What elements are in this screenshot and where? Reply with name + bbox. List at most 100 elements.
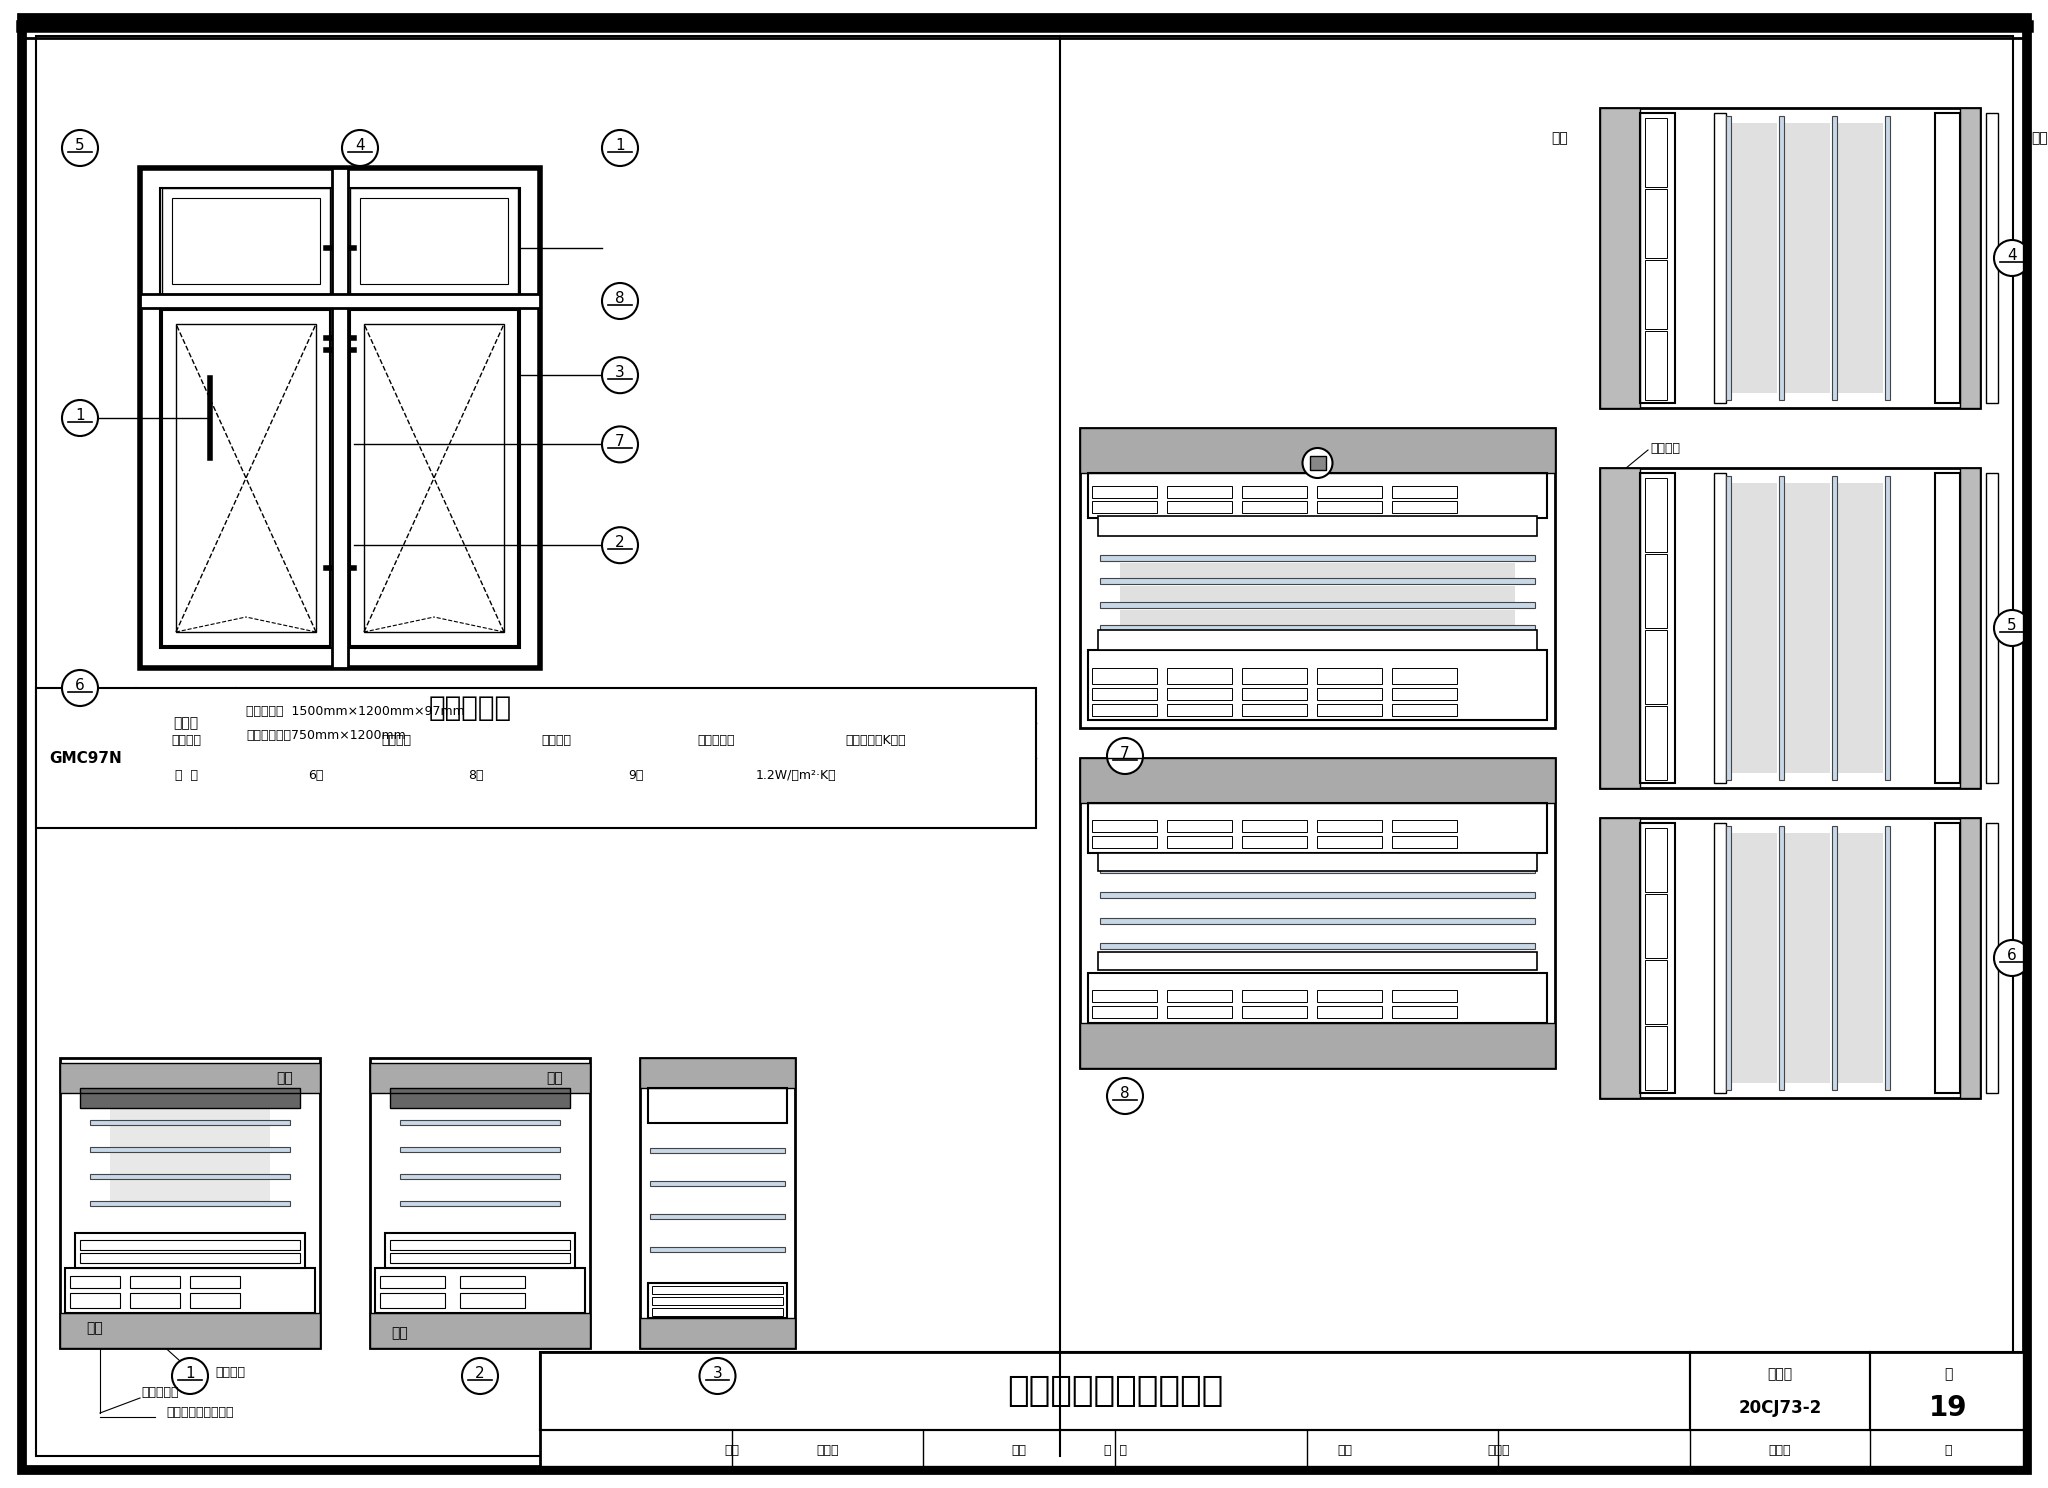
Bar xyxy=(1393,668,1456,684)
Bar xyxy=(1167,501,1233,513)
Text: 1: 1 xyxy=(184,1366,195,1381)
Bar xyxy=(1120,610,1516,625)
Bar xyxy=(1645,189,1667,257)
Bar xyxy=(371,1312,590,1348)
Bar xyxy=(1731,484,1778,772)
Bar xyxy=(1599,469,1640,789)
Bar xyxy=(399,1147,559,1152)
Text: 1: 1 xyxy=(614,137,625,152)
Bar xyxy=(1645,629,1667,704)
Bar xyxy=(1645,827,1667,891)
Bar xyxy=(1317,704,1382,716)
Text: 图集号: 图集号 xyxy=(1769,1443,1792,1457)
Bar xyxy=(1960,818,1980,1098)
Bar xyxy=(1087,473,1546,518)
Bar xyxy=(1731,833,1778,1083)
Text: 6级: 6级 xyxy=(309,769,324,783)
Circle shape xyxy=(602,427,639,463)
Bar xyxy=(80,1088,299,1109)
Bar xyxy=(371,1062,590,1094)
Circle shape xyxy=(700,1359,735,1394)
Text: 校对: 校对 xyxy=(1012,1443,1026,1457)
Bar xyxy=(1726,826,1731,1091)
Bar xyxy=(641,1058,795,1088)
Bar xyxy=(129,1277,180,1289)
Bar xyxy=(1640,473,1675,783)
Bar xyxy=(641,1058,795,1088)
Bar xyxy=(172,198,319,284)
Text: 保温性能（K值）: 保温性能（K值） xyxy=(846,734,907,747)
Text: 8: 8 xyxy=(1120,1086,1130,1101)
Bar xyxy=(1092,990,1157,1001)
Bar xyxy=(1092,1006,1157,1018)
Bar xyxy=(1092,687,1157,699)
Text: 活动扇尺寸：750mm×1200mm: 活动扇尺寸：750mm×1200mm xyxy=(246,729,406,741)
Bar xyxy=(1241,820,1307,832)
Bar xyxy=(647,1088,786,1123)
Bar xyxy=(651,1286,782,1295)
Circle shape xyxy=(1303,448,1333,478)
Bar xyxy=(1884,116,1890,400)
Bar xyxy=(160,187,520,647)
Bar xyxy=(389,1240,569,1250)
Text: 四玻内开下悬窗节点图: 四玻内开下悬窗节点图 xyxy=(1008,1373,1223,1408)
Bar xyxy=(1393,687,1456,699)
Bar xyxy=(647,1283,786,1318)
Bar xyxy=(1079,429,1554,473)
Bar xyxy=(1098,516,1536,536)
Text: 2: 2 xyxy=(475,1366,485,1381)
Bar xyxy=(1167,990,1233,1001)
Text: 20CJ73-2: 20CJ73-2 xyxy=(1739,1399,1821,1417)
Bar xyxy=(1092,487,1157,498)
Bar xyxy=(1960,818,1980,1098)
Bar xyxy=(1784,124,1831,393)
Bar xyxy=(1599,109,1640,408)
Bar xyxy=(1987,823,1999,1094)
Bar xyxy=(1100,555,1536,561)
Bar xyxy=(461,1277,524,1289)
Bar xyxy=(162,187,330,295)
Bar xyxy=(1645,960,1667,1024)
Bar xyxy=(139,295,541,308)
Circle shape xyxy=(61,400,98,436)
Text: 5: 5 xyxy=(76,137,84,152)
Bar xyxy=(350,187,518,295)
Bar xyxy=(399,1174,559,1178)
Bar xyxy=(1935,473,1960,783)
Bar xyxy=(90,1147,291,1152)
Bar xyxy=(1393,990,1456,1001)
Text: 页: 页 xyxy=(1944,1367,1952,1381)
Text: GMC97N: GMC97N xyxy=(49,750,123,765)
Text: 9级: 9级 xyxy=(629,769,643,783)
Circle shape xyxy=(61,670,98,705)
Text: 6: 6 xyxy=(76,677,84,692)
Bar xyxy=(332,168,348,668)
Bar xyxy=(1100,893,1536,899)
Circle shape xyxy=(463,1359,498,1394)
Bar xyxy=(1092,668,1157,684)
Circle shape xyxy=(602,527,639,562)
Bar xyxy=(1393,704,1456,716)
Text: 水密性能: 水密性能 xyxy=(381,734,412,747)
Bar xyxy=(541,1353,1690,1430)
Bar xyxy=(360,198,508,284)
Circle shape xyxy=(61,129,98,167)
Bar xyxy=(66,1268,315,1312)
Bar xyxy=(1645,1027,1667,1091)
Text: 室外: 室外 xyxy=(86,1321,102,1335)
Bar xyxy=(190,1293,240,1308)
Bar xyxy=(1079,429,1554,728)
Bar xyxy=(1599,818,1980,1098)
Circle shape xyxy=(1108,738,1143,774)
Bar xyxy=(1884,476,1890,780)
Bar xyxy=(1714,823,1726,1094)
Bar xyxy=(1599,109,1640,408)
Bar xyxy=(111,1153,270,1174)
Text: 气密性能: 气密性能 xyxy=(541,734,571,747)
Text: 室内: 室内 xyxy=(2032,131,2048,144)
Bar xyxy=(1167,687,1233,699)
Bar xyxy=(90,1174,291,1178)
Text: 3: 3 xyxy=(713,1366,723,1381)
Bar xyxy=(461,1293,524,1308)
Bar xyxy=(111,1180,270,1201)
